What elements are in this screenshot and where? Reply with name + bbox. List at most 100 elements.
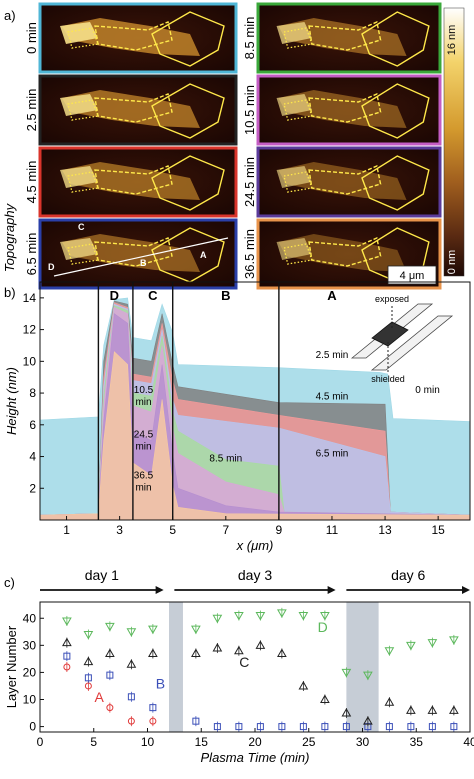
schematic-rail-front bbox=[370, 315, 454, 371]
marker-B bbox=[235, 723, 243, 731]
marker-B bbox=[342, 723, 350, 731]
region-b-outline bbox=[94, 237, 173, 267]
marker-B bbox=[385, 723, 393, 731]
day-label: day 3 bbox=[238, 567, 272, 583]
frame-time-label: 8.5 min bbox=[242, 17, 257, 60]
y-tick-label: 12 bbox=[23, 323, 37, 337]
region-d-outline bbox=[283, 171, 313, 193]
panel-b-label: b) bbox=[4, 285, 16, 300]
afm-frame: 36.5 min 4 μm bbox=[242, 218, 442, 290]
marker-B bbox=[450, 723, 458, 731]
region-d-outline bbox=[283, 27, 313, 49]
colorbar-min-label: 0 nm bbox=[446, 250, 458, 274]
y-tick-label: 10 bbox=[23, 354, 37, 368]
y-axis-label: Layer Number bbox=[4, 625, 19, 708]
marker-D bbox=[320, 612, 330, 621]
marker-C bbox=[427, 705, 438, 714]
topography-axis-label: Topography bbox=[2, 202, 17, 272]
frame-time-label: 6.5 min bbox=[24, 233, 39, 276]
marker-C bbox=[191, 648, 201, 657]
marker-D bbox=[341, 668, 352, 678]
marker-C bbox=[83, 656, 94, 666]
marker-C bbox=[384, 697, 395, 706]
y-tick-label: 4 bbox=[29, 450, 36, 464]
flake-body bbox=[62, 18, 200, 56]
marker-B bbox=[299, 723, 307, 731]
x-tick-label: 5 bbox=[90, 735, 97, 749]
curve-label: 24.5 bbox=[134, 429, 154, 440]
marker-D bbox=[62, 617, 72, 626]
x-axis-label: x (μm) bbox=[236, 538, 274, 553]
marker-B bbox=[213, 723, 221, 731]
region-a-outline bbox=[151, 83, 225, 139]
frame-time-label: 0 min bbox=[24, 22, 39, 54]
flake-body bbox=[62, 234, 200, 272]
frame-time-label: 2.5 min bbox=[24, 89, 39, 132]
marker-B bbox=[428, 723, 436, 731]
x-tick-label: 10 bbox=[141, 735, 155, 749]
series-a-label: A bbox=[94, 689, 104, 705]
curve-label: 4.5 min bbox=[316, 391, 349, 402]
x-tick-label: 3 bbox=[116, 523, 123, 537]
marker-D bbox=[126, 628, 137, 637]
region-a-outline bbox=[151, 227, 225, 283]
marker-A bbox=[106, 704, 114, 712]
curve-label: 0 min bbox=[415, 385, 439, 396]
region-b-outline bbox=[94, 93, 173, 123]
device-schematic: exposed shielded bbox=[350, 294, 454, 384]
schematic-flake bbox=[371, 321, 409, 347]
y-tick-label: 10 bbox=[23, 693, 37, 707]
marker-C bbox=[363, 716, 373, 725]
y-tick-label: 6 bbox=[29, 418, 36, 432]
marker-C bbox=[62, 637, 72, 647]
colorbar bbox=[443, 7, 465, 277]
flake-body bbox=[278, 234, 407, 272]
profile-area-36-5-min bbox=[39, 351, 471, 521]
panel-a-label: a) bbox=[4, 8, 16, 23]
afm-frame: 24.5 min bbox=[242, 146, 442, 218]
marker-C bbox=[105, 648, 115, 657]
marker-C bbox=[212, 643, 223, 652]
region-d-outline bbox=[283, 243, 313, 265]
y-tick-label: 0 bbox=[29, 720, 36, 734]
y-tick-label: 30 bbox=[23, 638, 37, 652]
series-b-label: B bbox=[156, 676, 165, 692]
marker-B bbox=[127, 693, 135, 701]
panel-c-label: c) bbox=[4, 575, 15, 590]
y-tick-label: 8 bbox=[29, 386, 36, 400]
marker-D bbox=[234, 612, 244, 621]
day-label: day 6 bbox=[391, 567, 425, 583]
marker-d-label: D bbox=[48, 262, 55, 272]
flake-body bbox=[278, 18, 407, 56]
region-d-outline bbox=[283, 99, 313, 121]
marker-D bbox=[363, 671, 373, 681]
region-label: D bbox=[110, 288, 119, 303]
scale-bar-label: 4 μm bbox=[400, 270, 425, 282]
x-tick-label: 15 bbox=[195, 735, 209, 749]
region-a-outline bbox=[151, 155, 225, 211]
region-label: B bbox=[221, 288, 230, 303]
marker-B bbox=[256, 723, 264, 731]
region-label: A bbox=[327, 288, 337, 303]
marker-D bbox=[277, 609, 287, 618]
afm-image-grid: 0 min 2.5 min 4.5 min 6.5 min C D B A 8.5 min 10.… bbox=[24, 2, 442, 290]
frame-time-label: 36.5 min bbox=[242, 229, 257, 279]
marker-C bbox=[148, 648, 158, 657]
marker-B bbox=[106, 671, 114, 679]
frame-time-label: 24.5 min bbox=[242, 157, 257, 207]
y-axis-label: Height (nm) bbox=[4, 367, 19, 435]
flake-body bbox=[62, 162, 200, 200]
marker-B bbox=[192, 717, 200, 725]
day-arrow-head bbox=[155, 586, 164, 594]
marker-C bbox=[277, 648, 287, 657]
x-tick-label: 0 bbox=[37, 735, 44, 749]
plot-frame bbox=[39, 601, 471, 733]
marker-C bbox=[406, 705, 416, 714]
x-tick-label: 7 bbox=[222, 523, 229, 537]
profile-area-24-5-min bbox=[39, 313, 471, 521]
afm-frame: 2.5 min bbox=[24, 74, 238, 146]
shielded-label: shielded bbox=[371, 374, 405, 384]
marker-C bbox=[126, 659, 137, 668]
